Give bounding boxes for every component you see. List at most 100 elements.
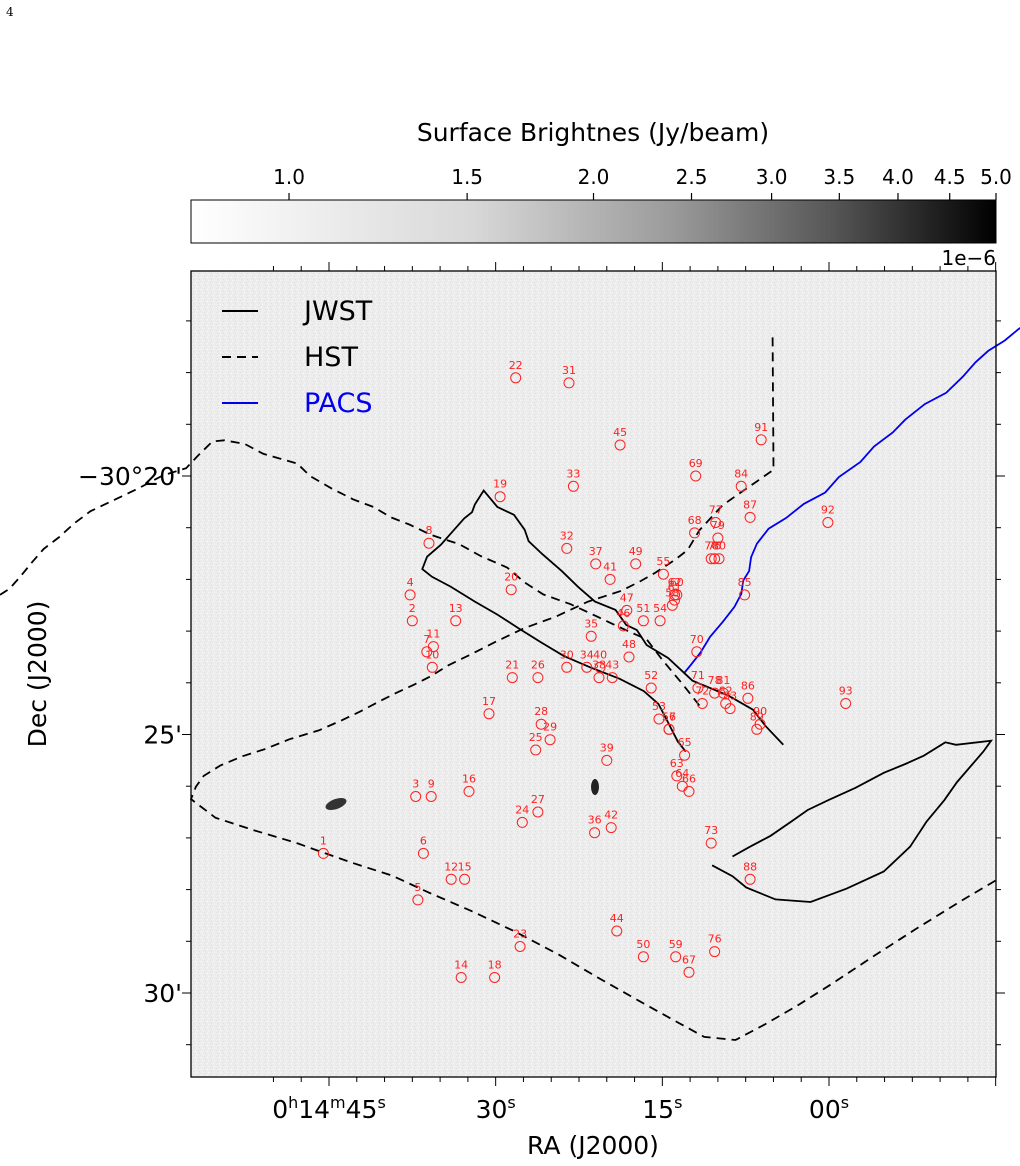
source-marker (637, 615, 649, 627)
tick-labels: −30°20' 25' 30' 0h14m45s 30s 15s 00s (78, 462, 849, 1124)
source-marker (412, 894, 424, 906)
source-marker (604, 573, 616, 585)
sky-image (191, 271, 996, 1077)
hst-footprint (0, 439, 701, 707)
source-marker (426, 661, 438, 673)
source-marker (611, 925, 623, 937)
source-marker (317, 847, 329, 859)
source-label: 33 (566, 467, 580, 480)
source-marker (623, 651, 635, 663)
source-label: 51 (636, 602, 650, 615)
source-marker (406, 615, 418, 627)
source-marker (617, 620, 629, 632)
image-panel: 1234567891011121314151617181920212223242… (0, 262, 1020, 1086)
source-marker (567, 480, 579, 492)
source-marker (605, 822, 617, 834)
source-label: 82 (719, 685, 733, 698)
source-marker (630, 558, 642, 570)
source-label: 6 (420, 834, 427, 847)
source-label: 83 (723, 690, 737, 703)
x-tick-label: 15s (642, 1093, 682, 1124)
source-label: 22 (509, 359, 523, 372)
source-label: 49 (629, 545, 643, 558)
source-marker (455, 972, 467, 983)
source-marker (425, 791, 437, 802)
source-marker (637, 951, 649, 963)
source-marker (459, 873, 471, 885)
source-marker (735, 480, 747, 492)
source-label: 28 (534, 705, 548, 718)
source-marker (589, 827, 601, 839)
source-marker (742, 692, 754, 704)
source-label: 78 (708, 674, 722, 687)
source-marker (417, 847, 429, 859)
source-label: 44 (610, 912, 624, 925)
source-marker (690, 470, 702, 482)
source-label: 3 (412, 778, 419, 791)
source-marker (670, 951, 682, 963)
source-label: 36 (588, 814, 602, 827)
source-marker (494, 491, 506, 503)
plot-frame (190, 270, 997, 1078)
source-marker (530, 744, 542, 756)
source-label: 48 (622, 638, 636, 651)
x-tick-label: 30s (476, 1093, 516, 1124)
source-marker (563, 377, 575, 389)
source-marker (710, 517, 722, 528)
source-label: 93 (839, 685, 853, 698)
source-label: 60 (670, 576, 684, 589)
y-axis-label: Dec (J2000) (23, 601, 52, 748)
source-marker (463, 785, 475, 797)
source-label: 7 (423, 633, 430, 646)
legend: JWST HST PACS (222, 296, 373, 419)
pacs-footprint (683, 327, 1020, 675)
footprints (0, 327, 1020, 1041)
source-label: 63 (670, 757, 684, 770)
source-marker (535, 718, 547, 730)
source-marker (683, 966, 695, 978)
source-marker (744, 511, 756, 523)
source-label: 66 (682, 772, 696, 785)
source-marker (489, 972, 501, 983)
source-marker (561, 542, 573, 554)
source-label: 1 (320, 834, 327, 847)
source-label: 18 (488, 959, 502, 972)
source-marker (410, 791, 422, 802)
source-label: 16 (462, 772, 476, 785)
bright-source-blob-2 (591, 779, 599, 795)
source-marker (450, 615, 462, 627)
source-label: 14 (454, 959, 468, 972)
source-marker (581, 661, 593, 673)
source-label: 13 (449, 602, 463, 615)
source-label: 47 (620, 591, 634, 604)
source-marker (840, 698, 852, 709)
source-label: 56 (662, 710, 676, 723)
colorbar-tick-label: 2.0 (578, 165, 610, 189)
source-marker (671, 770, 683, 782)
source-marker (654, 615, 666, 627)
source-marker (544, 734, 556, 746)
source-label: 15 (458, 860, 472, 873)
source-marker (705, 837, 717, 849)
source-marker (653, 713, 665, 725)
colorbar-tick-label: 4.0 (882, 165, 914, 189)
source-label: 62 (668, 576, 682, 589)
source-marker (689, 527, 701, 539)
source-marker (669, 589, 681, 601)
source-label: 91 (754, 421, 768, 434)
colorbar-ticks: 1.0 1.5 2.0 2.5 3.0 3.5 4.0 4.5 5.0 (273, 165, 1012, 200)
source-label: 17 (482, 695, 496, 708)
source-label: 90 (753, 705, 767, 718)
source-marker (614, 439, 626, 451)
source-label: 42 (604, 809, 618, 822)
source-label: 71 (691, 669, 705, 682)
source-label: 20 (504, 571, 518, 584)
source-label: 69 (689, 457, 703, 470)
source-label: 8 (426, 524, 433, 537)
source-marker (645, 682, 657, 694)
source-label: 68 (688, 514, 702, 527)
source-marker (691, 646, 703, 658)
source-marker (822, 517, 834, 528)
source-marker (532, 806, 544, 818)
source-label: 40 (593, 648, 607, 661)
